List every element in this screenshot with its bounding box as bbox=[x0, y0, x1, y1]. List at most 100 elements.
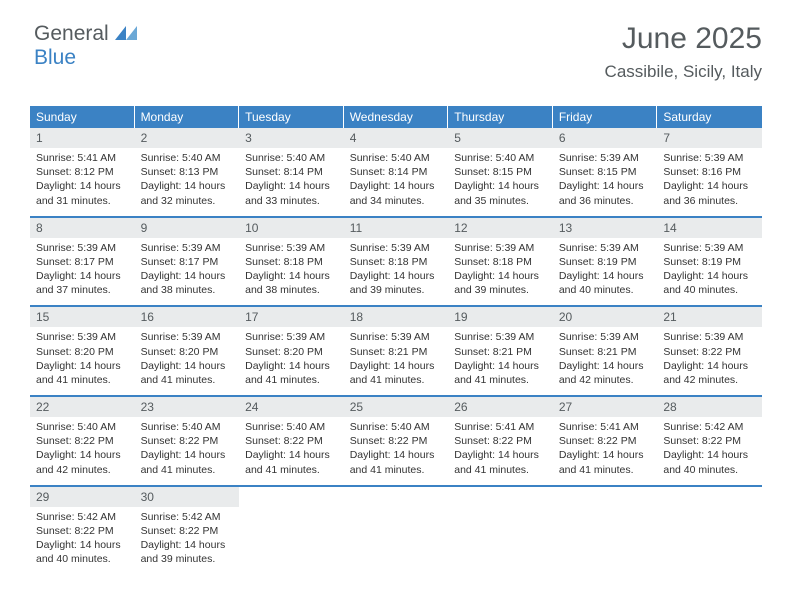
content-row: Sunrise: 5:39 AMSunset: 8:17 PMDaylight:… bbox=[30, 238, 762, 306]
brand-word2: Blue bbox=[34, 46, 76, 69]
day-number-cell bbox=[657, 487, 762, 507]
day-number-cell: 12 bbox=[448, 218, 553, 238]
location-label: Cassibile, Sicily, Italy bbox=[605, 62, 762, 82]
day-cell: Sunrise: 5:42 AMSunset: 8:22 PMDaylight:… bbox=[657, 417, 762, 485]
day-number-cell: 19 bbox=[448, 307, 553, 327]
day-number-cell: 29 bbox=[30, 487, 135, 507]
weekday-header: Saturday bbox=[657, 106, 762, 128]
day-number-cell: 17 bbox=[239, 307, 344, 327]
logo-icon bbox=[115, 22, 137, 46]
weekday-header: Sunday bbox=[30, 106, 135, 128]
day-number-cell: 27 bbox=[553, 397, 658, 417]
day-number-cell bbox=[553, 487, 658, 507]
day-cell: Sunrise: 5:39 AMSunset: 8:18 PMDaylight:… bbox=[448, 238, 553, 306]
day-number-cell: 13 bbox=[553, 218, 658, 238]
day-number-cell: 10 bbox=[239, 218, 344, 238]
day-cell: Sunrise: 5:40 AMSunset: 8:22 PMDaylight:… bbox=[30, 417, 135, 485]
day-cell: Sunrise: 5:39 AMSunset: 8:18 PMDaylight:… bbox=[239, 238, 344, 306]
day-cell: Sunrise: 5:39 AMSunset: 8:17 PMDaylight:… bbox=[135, 238, 240, 306]
day-cell: Sunrise: 5:42 AMSunset: 8:22 PMDaylight:… bbox=[135, 507, 240, 575]
day-cell: Sunrise: 5:39 AMSunset: 8:15 PMDaylight:… bbox=[553, 148, 658, 216]
day-number-cell: 9 bbox=[135, 218, 240, 238]
day-cell: Sunrise: 5:42 AMSunset: 8:22 PMDaylight:… bbox=[30, 507, 135, 575]
day-cell bbox=[657, 507, 762, 575]
day-cell: Sunrise: 5:41 AMSunset: 8:12 PMDaylight:… bbox=[30, 148, 135, 216]
day-cell: Sunrise: 5:39 AMSunset: 8:17 PMDaylight:… bbox=[30, 238, 135, 306]
day-number-cell: 6 bbox=[553, 128, 658, 148]
day-number-cell: 21 bbox=[657, 307, 762, 327]
week-row: 891011121314Sunrise: 5:39 AMSunset: 8:17… bbox=[30, 218, 762, 308]
day-cell: Sunrise: 5:39 AMSunset: 8:20 PMDaylight:… bbox=[135, 327, 240, 395]
day-cell: Sunrise: 5:40 AMSunset: 8:22 PMDaylight:… bbox=[344, 417, 449, 485]
day-number-cell: 23 bbox=[135, 397, 240, 417]
day-cell: Sunrise: 5:40 AMSunset: 8:13 PMDaylight:… bbox=[135, 148, 240, 216]
day-number-cell: 15 bbox=[30, 307, 135, 327]
day-number-cell: 4 bbox=[344, 128, 449, 148]
day-number-cell: 1 bbox=[30, 128, 135, 148]
weekday-header: Monday bbox=[135, 106, 240, 128]
month-title: June 2025 bbox=[605, 22, 762, 56]
day-number-cell: 11 bbox=[344, 218, 449, 238]
day-number-cell: 30 bbox=[135, 487, 240, 507]
content-row: Sunrise: 5:42 AMSunset: 8:22 PMDaylight:… bbox=[30, 507, 762, 575]
brand-logo: General Blue bbox=[34, 22, 137, 70]
day-number-cell: 8 bbox=[30, 218, 135, 238]
weekday-header: Tuesday bbox=[239, 106, 344, 128]
day-number-cell: 7 bbox=[657, 128, 762, 148]
day-number-cell: 28 bbox=[657, 397, 762, 417]
day-cell bbox=[553, 507, 658, 575]
day-number-cell: 24 bbox=[239, 397, 344, 417]
calendar-table: SundayMondayTuesdayWednesdayThursdayFrid… bbox=[30, 106, 762, 574]
day-cell: Sunrise: 5:39 AMSunset: 8:19 PMDaylight:… bbox=[657, 238, 762, 306]
week-row: 2930Sunrise: 5:42 AMSunset: 8:22 PMDayli… bbox=[30, 487, 762, 575]
content-row: Sunrise: 5:41 AMSunset: 8:12 PMDaylight:… bbox=[30, 148, 762, 216]
day-number-cell bbox=[239, 487, 344, 507]
day-number-cell: 5 bbox=[448, 128, 553, 148]
daynum-row: 15161718192021 bbox=[30, 307, 762, 327]
day-number-cell bbox=[448, 487, 553, 507]
day-cell: Sunrise: 5:41 AMSunset: 8:22 PMDaylight:… bbox=[448, 417, 553, 485]
day-number-cell: 14 bbox=[657, 218, 762, 238]
day-number-cell: 3 bbox=[239, 128, 344, 148]
day-number-cell: 16 bbox=[135, 307, 240, 327]
week-row: 15161718192021Sunrise: 5:39 AMSunset: 8:… bbox=[30, 307, 762, 397]
day-cell: Sunrise: 5:39 AMSunset: 8:20 PMDaylight:… bbox=[239, 327, 344, 395]
brand-word1: General bbox=[34, 22, 109, 45]
day-cell: Sunrise: 5:39 AMSunset: 8:18 PMDaylight:… bbox=[344, 238, 449, 306]
day-cell: Sunrise: 5:40 AMSunset: 8:22 PMDaylight:… bbox=[135, 417, 240, 485]
weekday-header: Wednesday bbox=[344, 106, 449, 128]
day-cell: Sunrise: 5:40 AMSunset: 8:15 PMDaylight:… bbox=[448, 148, 553, 216]
day-number-cell: 25 bbox=[344, 397, 449, 417]
daynum-row: 2930 bbox=[30, 487, 762, 507]
day-cell: Sunrise: 5:39 AMSunset: 8:16 PMDaylight:… bbox=[657, 148, 762, 216]
weekday-header: Thursday bbox=[448, 106, 553, 128]
daynum-row: 891011121314 bbox=[30, 218, 762, 238]
day-cell: Sunrise: 5:39 AMSunset: 8:21 PMDaylight:… bbox=[344, 327, 449, 395]
day-number-cell: 18 bbox=[344, 307, 449, 327]
day-number-cell: 20 bbox=[553, 307, 658, 327]
day-number-cell: 22 bbox=[30, 397, 135, 417]
day-cell: Sunrise: 5:41 AMSunset: 8:22 PMDaylight:… bbox=[553, 417, 658, 485]
week-row: 1234567 Sunrise: 5:41 AMSunset: 8:12 PMDa… bbox=[30, 128, 762, 218]
content-row: Sunrise: 5:39 AMSunset: 8:20 PMDaylight:… bbox=[30, 327, 762, 395]
day-cell: Sunrise: 5:39 AMSunset: 8:22 PMDaylight:… bbox=[657, 327, 762, 395]
daynum-row: 22232425262728 bbox=[30, 397, 762, 417]
day-number-cell: 26 bbox=[448, 397, 553, 417]
day-cell: Sunrise: 5:40 AMSunset: 8:14 PMDaylight:… bbox=[344, 148, 449, 216]
day-cell: Sunrise: 5:39 AMSunset: 8:21 PMDaylight:… bbox=[553, 327, 658, 395]
day-cell: Sunrise: 5:40 AMSunset: 8:14 PMDaylight:… bbox=[239, 148, 344, 216]
day-number-cell bbox=[344, 487, 449, 507]
weekday-header-row: SundayMondayTuesdayWednesdayThursdayFrid… bbox=[30, 106, 762, 128]
day-cell: Sunrise: 5:39 AMSunset: 8:21 PMDaylight:… bbox=[448, 327, 553, 395]
day-number-cell: 2 bbox=[135, 128, 240, 148]
week-row: 22232425262728Sunrise: 5:40 AMSunset: 8:… bbox=[30, 397, 762, 487]
weekday-header: Friday bbox=[553, 106, 658, 128]
day-cell: Sunrise: 5:39 AMSunset: 8:20 PMDaylight:… bbox=[30, 327, 135, 395]
day-cell bbox=[448, 507, 553, 575]
day-cell bbox=[239, 507, 344, 575]
content-row: Sunrise: 5:40 AMSunset: 8:22 PMDaylight:… bbox=[30, 417, 762, 485]
page-header: June 2025 Cassibile, Sicily, Italy bbox=[605, 22, 762, 82]
day-cell: Sunrise: 5:39 AMSunset: 8:19 PMDaylight:… bbox=[553, 238, 658, 306]
day-cell bbox=[344, 507, 449, 575]
day-cell: Sunrise: 5:40 AMSunset: 8:22 PMDaylight:… bbox=[239, 417, 344, 485]
